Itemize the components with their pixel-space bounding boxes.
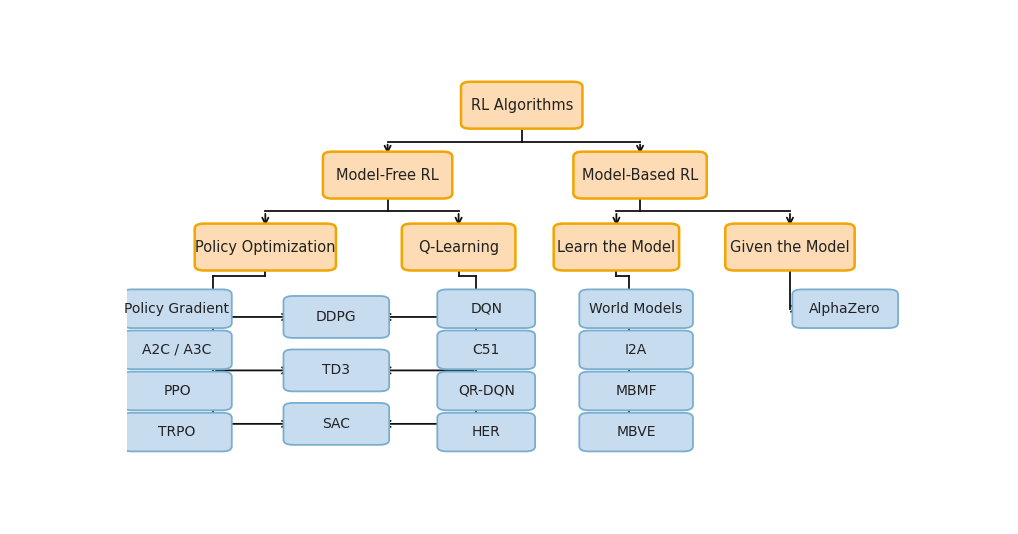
FancyBboxPatch shape xyxy=(438,413,535,451)
FancyBboxPatch shape xyxy=(402,224,515,271)
Text: I2A: I2A xyxy=(625,343,647,357)
Text: PPO: PPO xyxy=(163,384,190,398)
Text: Model-Based RL: Model-Based RL xyxy=(582,168,698,183)
FancyBboxPatch shape xyxy=(122,289,232,328)
Text: HER: HER xyxy=(472,425,501,439)
Text: MBMF: MBMF xyxy=(615,384,657,398)
Text: MBVE: MBVE xyxy=(616,425,656,439)
Text: Learn the Model: Learn the Model xyxy=(557,240,676,255)
FancyBboxPatch shape xyxy=(579,413,693,451)
FancyBboxPatch shape xyxy=(283,349,389,391)
Text: World Models: World Models xyxy=(589,302,683,316)
FancyBboxPatch shape xyxy=(725,224,855,271)
FancyBboxPatch shape xyxy=(283,403,389,445)
FancyBboxPatch shape xyxy=(461,82,582,129)
Text: Model-Free RL: Model-Free RL xyxy=(336,168,439,183)
FancyBboxPatch shape xyxy=(194,224,336,271)
Text: C51: C51 xyxy=(472,343,500,357)
Text: TD3: TD3 xyxy=(323,364,350,378)
Text: Q-Learning: Q-Learning xyxy=(418,240,499,255)
FancyBboxPatch shape xyxy=(579,289,693,328)
FancyBboxPatch shape xyxy=(554,224,679,271)
Text: RL Algorithms: RL Algorithms xyxy=(470,98,573,113)
FancyBboxPatch shape xyxy=(122,413,232,451)
FancyBboxPatch shape xyxy=(122,372,232,410)
FancyBboxPatch shape xyxy=(438,289,535,328)
FancyBboxPatch shape xyxy=(323,152,452,199)
Text: Policy Optimization: Policy Optimization xyxy=(195,240,336,255)
Text: DQN: DQN xyxy=(470,302,502,316)
FancyBboxPatch shape xyxy=(122,331,232,369)
Text: A2C / A3C: A2C / A3C xyxy=(143,343,212,357)
Text: QR-DQN: QR-DQN xyxy=(458,384,515,398)
FancyBboxPatch shape xyxy=(579,372,693,410)
FancyBboxPatch shape xyxy=(792,289,898,328)
FancyBboxPatch shape xyxy=(283,296,389,338)
Text: Given the Model: Given the Model xyxy=(730,240,850,255)
FancyBboxPatch shape xyxy=(438,331,535,369)
Text: AlphaZero: AlphaZero xyxy=(809,302,881,316)
FancyBboxPatch shape xyxy=(573,152,706,199)
FancyBboxPatch shape xyxy=(579,331,693,369)
Text: DDPG: DDPG xyxy=(316,310,356,324)
Text: Policy Gradient: Policy Gradient xyxy=(124,302,229,316)
Text: SAC: SAC xyxy=(323,417,350,431)
Text: TRPO: TRPO xyxy=(158,425,195,439)
FancyBboxPatch shape xyxy=(438,372,535,410)
